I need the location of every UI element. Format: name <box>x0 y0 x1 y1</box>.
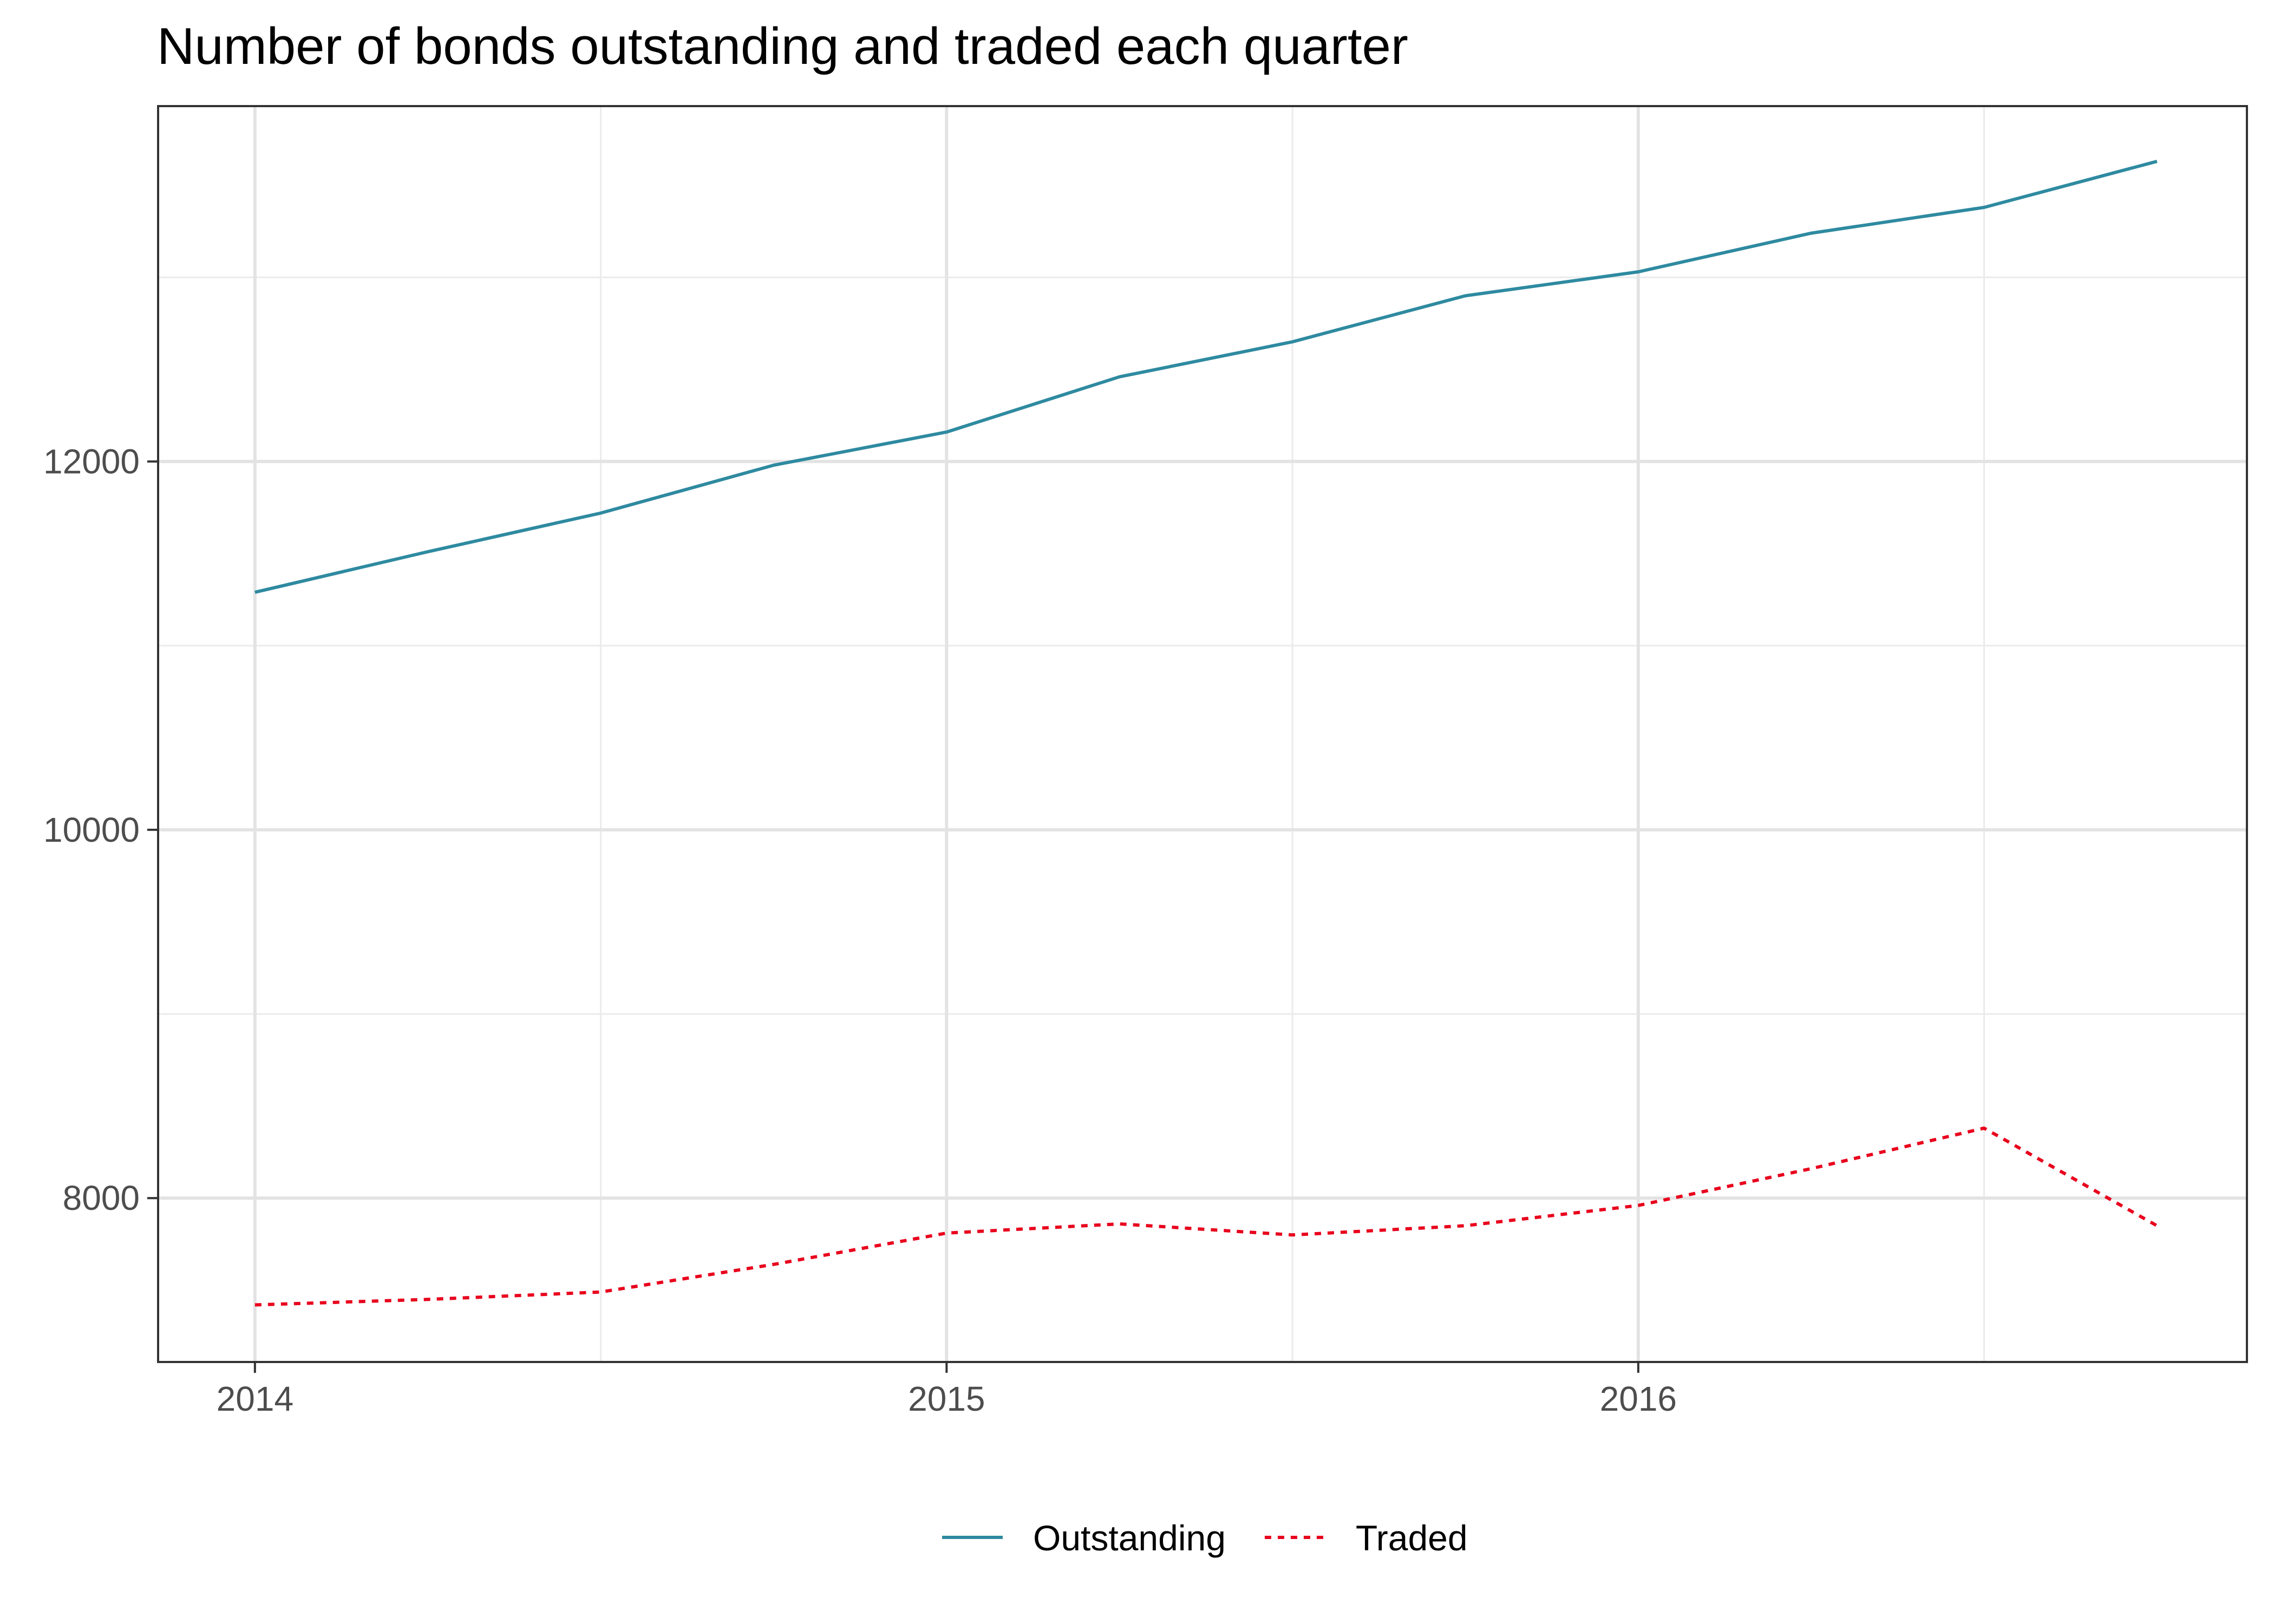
minor-gridlines <box>158 106 2247 1362</box>
major-gridlines <box>158 106 2247 1362</box>
legend-label-traded: Traded <box>1356 1518 1468 1558</box>
axis-ticks <box>147 460 1639 1373</box>
chart-title: Number of bonds outstanding and traded e… <box>157 17 1408 75</box>
y-axis-tick-label: 12000 <box>43 442 140 481</box>
legend-label-outstanding: Outstanding <box>1033 1518 1226 1558</box>
y-axis-tick-label: 10000 <box>43 810 140 849</box>
series-line-outstanding <box>254 160 2158 594</box>
axis-tick-labels: 2014 2015 2016 8000 10000 12000 <box>43 442 1677 1418</box>
legend: Outstanding Traded <box>942 1518 1468 1558</box>
x-axis-tick-label: 2016 <box>1600 1379 1677 1418</box>
y-axis-tick-label: 8000 <box>63 1178 140 1217</box>
x-axis-tick-label: 2015 <box>908 1379 985 1418</box>
series-line-traded <box>254 1126 2158 1307</box>
x-axis-tick-label: 2014 <box>217 1379 293 1418</box>
series-lines <box>254 160 2158 1307</box>
plot-panel-border <box>157 105 2248 1363</box>
